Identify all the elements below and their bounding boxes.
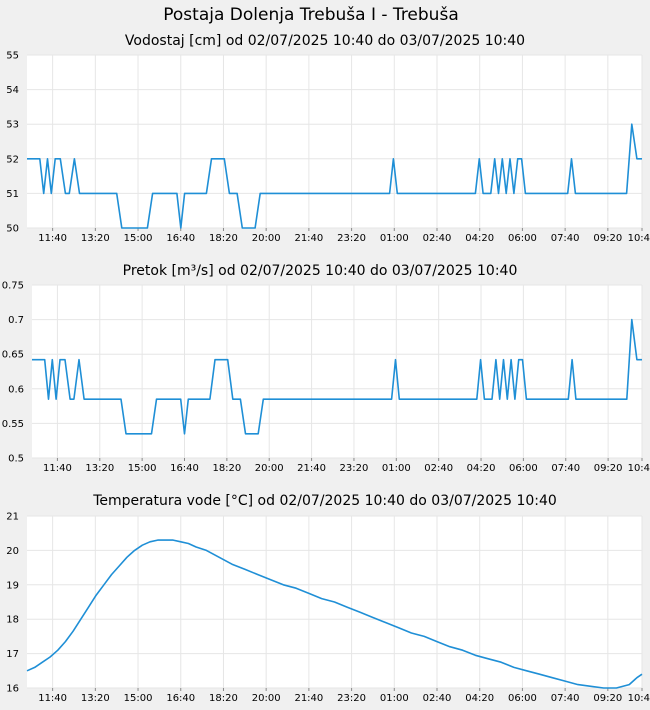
chart-pretok: Pretok [m³/s] od 02/07/2025 10:40 do 03/…	[2, 263, 650, 474]
x-tick-label-vodostaj: 06:00	[508, 233, 537, 244]
chart-title-vodostaj: Vodostaj [cm] od 02/07/2025 10:40 do 03/…	[125, 33, 525, 49]
page-title: Postaja Dolenja Trebuša I - Trebuša	[163, 5, 458, 25]
plot-area-vodostaj	[27, 55, 642, 228]
y-tick-label-temperatura: 19	[6, 580, 19, 591]
y-tick-label-temperatura: 18	[6, 615, 19, 626]
y-tick-label-vodostaj: 52	[6, 154, 19, 165]
x-tick-label-vodostaj: 23:20	[337, 233, 366, 244]
x-tick-label-temperatura: 01:00	[380, 693, 409, 704]
x-tick-label-temperatura: 13:20	[81, 693, 110, 704]
x-tick-label-vodostaj: 20:00	[252, 233, 281, 244]
x-tick-label-pretok: 04:20	[467, 463, 496, 474]
x-tick-label-vodostaj: 21:40	[294, 233, 323, 244]
chart-title-temperatura: Temperatura vode [°C] od 02/07/2025 10:4…	[92, 493, 557, 509]
x-tick-label-pretok: 18:20	[212, 463, 241, 474]
x-tick-label-vodostaj: 10:40	[628, 233, 650, 244]
x-tick-label-vodostaj: 13:20	[81, 233, 110, 244]
x-tick-label-pretok: 16:40	[170, 463, 199, 474]
x-tick-label-pretok: 10:40	[628, 463, 650, 474]
x-tick-label-pretok: 02:40	[424, 463, 453, 474]
x-tick-label-vodostaj: 01:00	[380, 233, 409, 244]
x-tick-label-temperatura: 06:00	[508, 693, 537, 704]
y-tick-label-pretok: 0.6	[8, 384, 24, 395]
x-tick-label-pretok: 06:00	[509, 463, 538, 474]
x-tick-label-vodostaj: 07:40	[551, 233, 580, 244]
y-tick-label-vodostaj: 53	[6, 120, 19, 131]
x-tick-label-temperatura: 16:40	[166, 693, 195, 704]
x-tick-label-pretok: 20:00	[255, 463, 284, 474]
x-tick-label-vodostaj: 18:20	[209, 233, 238, 244]
y-tick-label-pretok: 0.7	[8, 315, 24, 326]
x-tick-label-vodostaj: 04:20	[465, 233, 494, 244]
x-tick-label-vodostaj: 16:40	[166, 233, 195, 244]
x-tick-label-temperatura: 04:20	[465, 693, 494, 704]
x-tick-label-temperatura: 20:00	[252, 693, 281, 704]
chart-title-pretok: Pretok [m³/s] od 02/07/2025 10:40 do 03/…	[123, 263, 518, 279]
y-tick-label-vodostaj: 55	[6, 51, 19, 62]
y-tick-label-pretok: 0.5	[8, 454, 24, 465]
y-tick-label-vodostaj: 50	[6, 224, 19, 235]
x-tick-label-vodostaj: 02:40	[423, 233, 452, 244]
x-tick-label-temperatura: 11:40	[38, 693, 67, 704]
x-tick-label-vodostaj: 11:40	[38, 233, 67, 244]
y-tick-label-temperatura: 20	[6, 546, 19, 557]
y-tick-label-pretok: 0.55	[2, 419, 24, 430]
x-tick-label-pretok: 07:40	[551, 463, 580, 474]
x-tick-label-pretok: 01:00	[382, 463, 411, 474]
x-tick-label-pretok: 11:40	[43, 463, 72, 474]
x-tick-label-temperatura: 18:20	[209, 693, 238, 704]
plot-area-pretok	[32, 285, 642, 458]
x-tick-label-temperatura: 02:40	[423, 693, 452, 704]
y-tick-label-pretok: 0.75	[2, 281, 24, 292]
x-tick-label-pretok: 23:20	[340, 463, 369, 474]
x-tick-label-pretok: 21:40	[297, 463, 326, 474]
x-tick-label-temperatura: 09:20	[593, 693, 622, 704]
y-tick-label-vodostaj: 51	[6, 189, 19, 200]
chart-vodostaj: Vodostaj [cm] od 02/07/2025 10:40 do 03/…	[6, 33, 650, 244]
x-tick-label-pretok: 13:20	[85, 463, 114, 474]
series-line-vodostaj	[27, 123, 642, 229]
y-tick-label-temperatura: 17	[6, 649, 19, 660]
x-tick-label-vodostaj: 09:20	[593, 233, 622, 244]
y-tick-label-vodostaj: 54	[6, 85, 19, 96]
x-tick-label-pretok: 09:20	[594, 463, 623, 474]
x-tick-label-temperatura: 15:00	[124, 693, 153, 704]
x-tick-label-temperatura: 23:20	[337, 693, 366, 704]
chart-temperatura: Temperatura vode [°C] od 02/07/2025 10:4…	[6, 493, 650, 704]
y-tick-label-pretok: 0.65	[2, 350, 24, 361]
x-tick-label-temperatura: 07:40	[551, 693, 580, 704]
x-tick-label-pretok: 15:00	[128, 463, 157, 474]
y-tick-label-temperatura: 16	[6, 684, 19, 695]
x-tick-label-temperatura: 21:40	[294, 693, 323, 704]
y-tick-label-temperatura: 21	[6, 512, 19, 523]
series-line-pretok	[32, 318, 642, 435]
x-tick-label-vodostaj: 15:00	[124, 233, 153, 244]
x-tick-label-temperatura: 10:40	[628, 693, 650, 704]
series-line-temperatura	[26, 539, 643, 689]
